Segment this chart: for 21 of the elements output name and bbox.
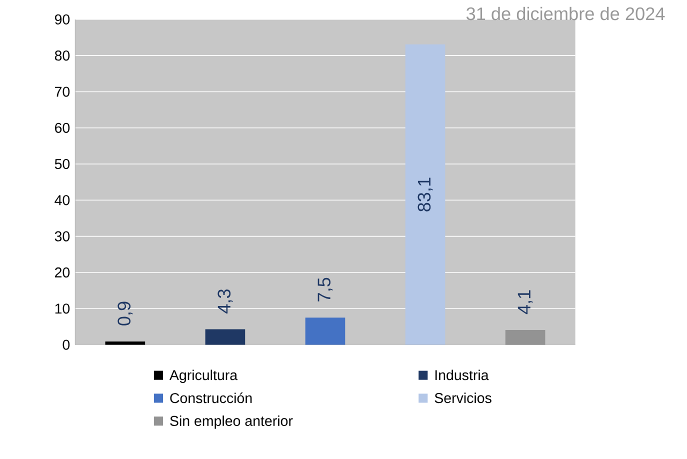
y-tick-label: 60	[55, 122, 70, 133]
y-tick-label: 0	[62, 340, 70, 350]
y-tick-label: 40	[54, 194, 70, 206]
data-label: 4,1	[518, 290, 533, 314]
legend-label: Construcción	[170, 392, 252, 403]
y-tick-label: 70	[55, 86, 70, 97]
legend-label: Agricultura	[169, 370, 238, 383]
data-label: 4,3	[218, 289, 233, 314]
legend-label: Sin empleo anterior	[170, 415, 293, 429]
chart-title: 31 de diciembre de 2024	[466, 6, 665, 20]
y-tick-label: 30	[54, 231, 70, 242]
y-tick-label: 80	[54, 50, 70, 60]
y-tick-label: 90	[54, 14, 70, 24]
legend-label: Industria	[435, 370, 489, 380]
y-tick-label: 50	[54, 158, 70, 169]
y-tick-label: 20	[55, 267, 70, 278]
legend-label: Servicios	[434, 392, 492, 403]
data-label: 7,5	[318, 278, 333, 302]
data-label: 0,9	[118, 302, 133, 326]
y-tick-label: 10	[55, 303, 70, 314]
data-label: 83,1	[418, 178, 433, 212]
